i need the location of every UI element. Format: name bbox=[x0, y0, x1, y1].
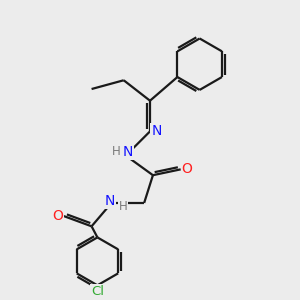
Text: N: N bbox=[123, 145, 133, 159]
Text: O: O bbox=[182, 162, 193, 176]
Text: O: O bbox=[52, 209, 63, 223]
Text: Cl: Cl bbox=[91, 285, 104, 298]
Text: N: N bbox=[151, 124, 162, 138]
Text: N: N bbox=[104, 194, 115, 208]
Text: H: H bbox=[112, 145, 121, 158]
Text: H: H bbox=[119, 200, 128, 213]
